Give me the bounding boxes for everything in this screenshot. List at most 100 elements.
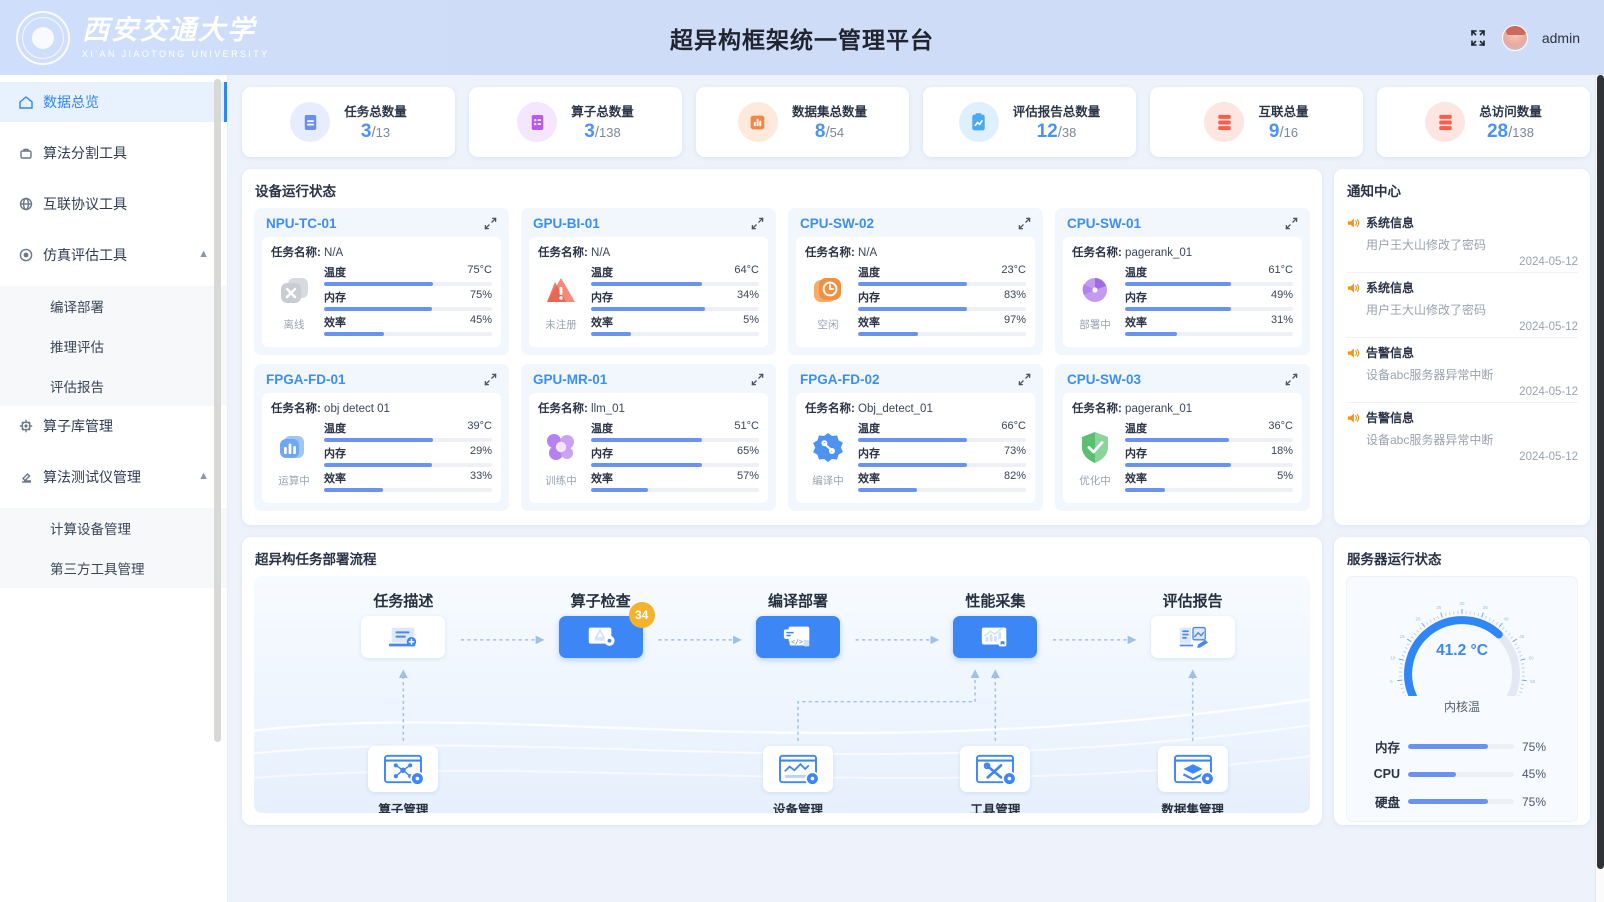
stat-card-4[interactable]: 互联总量 9/16 xyxy=(1150,87,1363,157)
metric-value-eff: 57% xyxy=(736,470,759,482)
expand-icon[interactable] xyxy=(484,217,497,230)
device-task: 任务名称: N/A xyxy=(805,244,1026,260)
task-value: llm_01 xyxy=(591,403,625,415)
stat-card-5[interactable]: 总访问数量 28/138 xyxy=(1377,87,1590,157)
tool-manage-icon[interactable] xyxy=(960,746,1031,792)
sidebar-item-2[interactable]: 互联协议工具 xyxy=(0,184,227,224)
stat-label: 互联总量 xyxy=(1258,105,1309,119)
notification-text: 设备abc服务器异常中断 xyxy=(1366,433,1494,447)
sidebar-item-4[interactable]: 算子库管理 xyxy=(0,406,227,446)
bar-chart-icon xyxy=(737,102,778,142)
device-card-7[interactable]: CPU-SW-03 任务名称: pagerank_01 优化中 温度 36°C 内存 18%… xyxy=(1055,364,1310,511)
stat-card-2[interactable]: 数据集总数量 8/54 xyxy=(696,87,909,157)
stat-card-3[interactable]: 评估报告总数量 12/38 xyxy=(923,87,1136,157)
operator-manage-icon[interactable] xyxy=(368,746,439,792)
operator-check-icon[interactable]: 34 xyxy=(558,602,655,658)
device-task: 任务名称: N/A xyxy=(538,244,759,260)
device-card-1[interactable]: GPU-BI-01 任务名称: N/A 未注册 温度 64°C 内存 34% 效率 5% xyxy=(521,208,776,355)
perf-collect-icon[interactable] xyxy=(953,616,1038,658)
device-main: 优化中 温度 36°C 内存 18% 效率 5% xyxy=(1072,420,1293,495)
task-label: 任务名称: xyxy=(271,247,321,259)
notification-panel-title: 通知中心 xyxy=(1347,184,1401,199)
expand-icon[interactable] xyxy=(1285,373,1298,386)
server-metric-list: 内存 75% CPU 45% 硬盘 75% xyxy=(1346,715,1578,822)
stat-total: 16 xyxy=(1283,125,1299,140)
expand-icon[interactable] xyxy=(751,373,764,386)
metric-eff: 效率 82% xyxy=(858,470,1026,486)
device-card-header: GPU-BI-01 xyxy=(529,215,768,237)
sidebar-item-5[interactable]: 算法测试仪管理 ▲ xyxy=(0,457,227,497)
metric-mem: 内存 73% xyxy=(858,445,1026,461)
metric-label-mem: 内存 xyxy=(858,292,880,304)
expand-icon[interactable] xyxy=(1018,373,1031,386)
task-desc-icon[interactable] xyxy=(361,616,446,658)
device-manage-icon[interactable] xyxy=(763,746,833,792)
avatar[interactable] xyxy=(1501,24,1528,51)
user-name[interactable]: admin xyxy=(1541,29,1580,46)
expand-icon[interactable] xyxy=(751,217,764,230)
notification-item-0[interactable]: 系统信息 用户王大山修改了密码 2024-05-12 xyxy=(1346,208,1578,273)
flow-step-1[interactable]: 算子检查 34 xyxy=(558,590,655,658)
metric-label-temp: 温度 xyxy=(591,267,613,279)
device-card-header: NPU-TC-01 xyxy=(262,215,501,237)
metric-bar-mem xyxy=(858,463,1026,467)
device-card-2[interactable]: CPU-SW-02 任务名称: N/A 空闲 温度 23°C 内存 83% 效率 97% xyxy=(788,208,1043,355)
flow-substep-0[interactable]: 算子管理 xyxy=(368,746,439,813)
expand-icon[interactable] xyxy=(484,373,497,386)
notification-item-1[interactable]: 系统信息 用户王大山修改了密码 2024-05-12 xyxy=(1346,273,1578,338)
sidebar-subitem-5-1[interactable]: 第三方工具管理 xyxy=(50,562,145,577)
sidebar-item-1[interactable]: 算法分割工具 xyxy=(0,133,227,173)
sidebar-subitem-3-1[interactable]: 推理评估 xyxy=(50,340,104,355)
device-card-body: 任务名称: N/A 离线 温度 75°C 内存 75% 效率 45% xyxy=(262,237,501,347)
sidebar-item-0[interactable]: 数据总览 xyxy=(0,82,227,122)
dataset-manage-icon[interactable] xyxy=(1157,746,1228,792)
flow-step-0[interactable]: 任务描述 xyxy=(361,590,446,658)
device-metrics: 温度 51°C 内存 65% 效率 57% xyxy=(591,420,759,495)
device-card-0[interactable]: NPU-TC-01 任务名称: N/A 离线 温度 75°C 内存 75% 效率 45% xyxy=(254,208,509,355)
flow-step-2[interactable]: 编译部署 </> xyxy=(756,590,840,658)
stat-text: 算子总数量 3/138 xyxy=(571,101,634,143)
chevron-up-icon[interactable]: ▲ xyxy=(198,248,209,260)
notification-item-2[interactable]: 告警信息 设备abc服务器异常中断 2024-05-12 xyxy=(1346,338,1578,403)
device-card-3[interactable]: CPU-SW-01 任务名称: pagerank_01 部署中 温度 61°C 内存 49%… xyxy=(1055,208,1310,355)
bar-icon xyxy=(274,428,314,471)
sidebar-scrollbar[interactable] xyxy=(214,79,221,742)
flow-substep-2[interactable]: 工具管理 xyxy=(960,746,1031,813)
metric-bar-temp xyxy=(858,438,1026,442)
svg-text:35: 35 xyxy=(1483,605,1489,610)
expand-icon[interactable] xyxy=(1018,217,1031,230)
metric-value-temp: 36°C xyxy=(1268,420,1293,432)
gauge-value: 41.2 °C xyxy=(1436,642,1488,659)
flow-step-4[interactable]: 评估报告 xyxy=(1150,590,1235,658)
flow-substep-1[interactable]: 设备管理 xyxy=(763,746,833,813)
device-card-5[interactable]: GPU-MR-01 任务名称: llm_01 训练中 温度 51°C 内存 65% 效率 57% xyxy=(521,364,776,511)
metric-temp: 温度 66°C xyxy=(858,420,1026,436)
expand-icon[interactable] xyxy=(1285,217,1298,230)
metric-label-temp: 温度 xyxy=(1125,423,1147,435)
metric-eff: 效率 5% xyxy=(591,314,759,330)
page-scrollbar[interactable] xyxy=(1595,75,1604,902)
sidebar-item-3[interactable]: 仿真评估工具 ▲ xyxy=(0,235,227,275)
device-card-4[interactable]: FPGA-FD-01 任务名称: obj detect 01 运算中 温度 39°C 内存… xyxy=(254,364,509,511)
metric-bar-eff xyxy=(1125,332,1293,336)
device-card-body: 任务名称: llm_01 训练中 温度 51°C 内存 65% 效率 57% xyxy=(529,393,768,503)
page-scrollbar-thumb[interactable] xyxy=(1597,75,1604,869)
sidebar-subitem-3-0[interactable]: 编译部署 xyxy=(50,300,104,315)
flow-step-3[interactable]: 性能采集 xyxy=(953,590,1038,658)
stat-card-1[interactable]: 算子总数量 3/138 xyxy=(469,87,682,157)
flow-step-label: 性能采集 xyxy=(965,593,1026,610)
notification-item-3[interactable]: 告警信息 设备abc服务器异常中断 2024-05-12 xyxy=(1346,403,1578,467)
sidebar-subitem-5-0[interactable]: 计算设备管理 xyxy=(50,522,131,537)
eval-report-icon[interactable] xyxy=(1150,616,1235,658)
task-value: N/A xyxy=(591,247,611,259)
device-icon-wrap: 空闲 xyxy=(805,272,851,332)
device-card-6[interactable]: FPGA-FD-02 任务名称: Obj_detect_01 编译中 温度 66°C 内存… xyxy=(788,364,1043,511)
chevron-up-icon[interactable]: ▲ xyxy=(198,470,209,482)
compile-deploy-icon[interactable]: </> xyxy=(756,616,840,658)
flow-substep-3[interactable]: 数据集管理 xyxy=(1157,746,1228,813)
stat-card-0[interactable]: 任务总数量 3/13 xyxy=(242,87,455,157)
sidebar-subitem-3-2[interactable]: 评估报告 xyxy=(50,380,104,395)
svg-text:5: 5 xyxy=(1390,679,1393,684)
fullscreen-icon[interactable] xyxy=(1468,28,1488,48)
metric-label-eff: 效率 xyxy=(324,473,346,485)
